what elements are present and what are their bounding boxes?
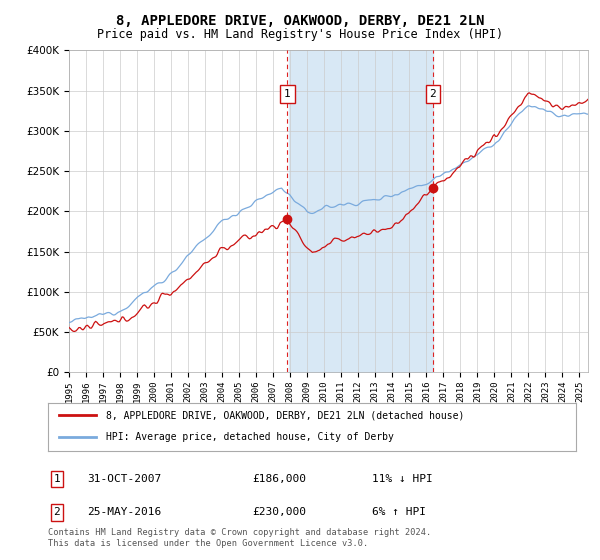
- Text: 8, APPLEDORE DRIVE, OAKWOOD, DERBY, DE21 2LN: 8, APPLEDORE DRIVE, OAKWOOD, DERBY, DE21…: [116, 14, 484, 28]
- Text: 6% ↑ HPI: 6% ↑ HPI: [372, 507, 426, 517]
- Text: HPI: Average price, detached house, City of Derby: HPI: Average price, detached house, City…: [106, 432, 394, 442]
- Text: 2: 2: [430, 89, 436, 99]
- Text: 31-OCT-2007: 31-OCT-2007: [87, 474, 161, 484]
- Text: 11% ↓ HPI: 11% ↓ HPI: [372, 474, 433, 484]
- Text: 8, APPLEDORE DRIVE, OAKWOOD, DERBY, DE21 2LN (detached house): 8, APPLEDORE DRIVE, OAKWOOD, DERBY, DE21…: [106, 410, 464, 420]
- Text: 1: 1: [284, 89, 290, 99]
- Text: £230,000: £230,000: [252, 507, 306, 517]
- Text: £186,000: £186,000: [252, 474, 306, 484]
- Text: Price paid vs. HM Land Registry's House Price Index (HPI): Price paid vs. HM Land Registry's House …: [97, 28, 503, 41]
- Text: 2: 2: [53, 507, 61, 517]
- Text: 1: 1: [53, 474, 61, 484]
- Text: 25-MAY-2016: 25-MAY-2016: [87, 507, 161, 517]
- Text: Contains HM Land Registry data © Crown copyright and database right 2024.
This d: Contains HM Land Registry data © Crown c…: [48, 528, 431, 548]
